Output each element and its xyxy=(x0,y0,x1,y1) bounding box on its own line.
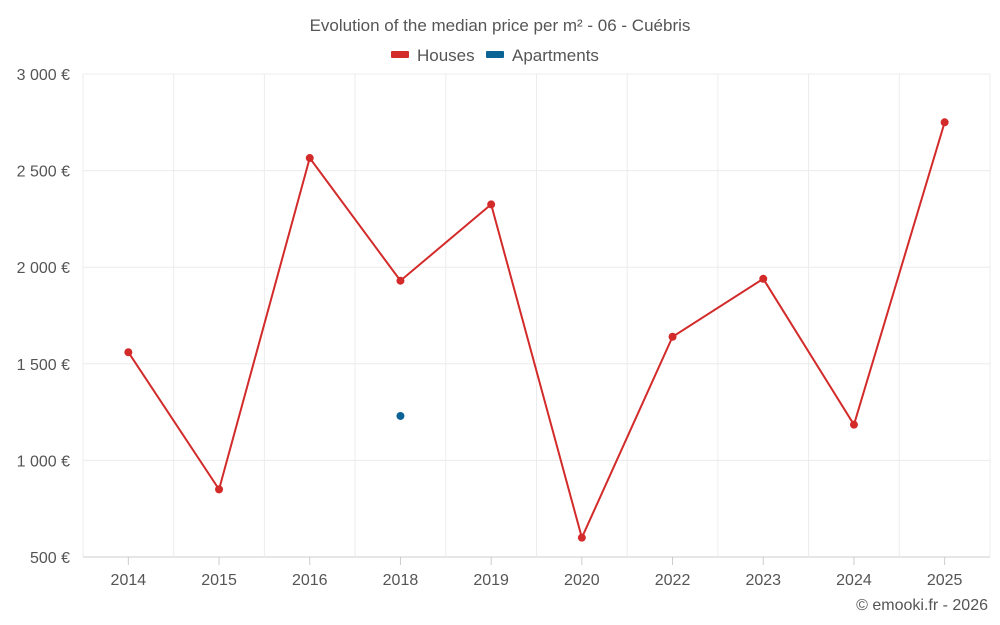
houses-point[interactable] xyxy=(215,485,224,494)
legend-houses-swatch[interactable] xyxy=(391,51,409,58)
x-tick-label: 2022 xyxy=(655,572,691,589)
x-tick-label: 2024 xyxy=(836,572,872,589)
houses-point[interactable] xyxy=(577,533,586,542)
x-tick-label: 2020 xyxy=(564,572,600,589)
legend-apartments-swatch[interactable] xyxy=(486,51,504,58)
apartments-point[interactable] xyxy=(396,411,405,420)
series xyxy=(124,118,949,542)
x-tick-label: 2019 xyxy=(473,572,509,589)
houses-line xyxy=(127,122,946,541)
houses-point[interactable] xyxy=(487,200,496,209)
y-tick-label: 1 000 € xyxy=(17,453,70,470)
chart-title: Evolution of the median price per m² - 0… xyxy=(310,16,691,35)
y-tick-label: 1 500 € xyxy=(17,357,70,374)
y-axis: 500 € 1 000 € 1 500 € 2 000 € 2 500 € 3 000 € xyxy=(17,67,70,567)
legend: Houses Apartments xyxy=(391,46,599,65)
houses-point[interactable] xyxy=(305,154,314,163)
x-tick-label: 2014 xyxy=(111,572,147,589)
legend-houses-label[interactable]: Houses xyxy=(417,46,475,65)
houses-point[interactable] xyxy=(668,332,677,341)
x-tick-label: 2018 xyxy=(383,572,419,589)
grid xyxy=(82,73,991,558)
houses-point[interactable] xyxy=(940,118,949,127)
x-tick-label: 2016 xyxy=(292,572,328,589)
y-tick-label: 2 500 € xyxy=(17,164,70,181)
houses-point[interactable] xyxy=(396,276,405,285)
houses-point[interactable] xyxy=(124,348,133,357)
legend-apartments-label[interactable]: Apartments xyxy=(512,46,599,65)
x-axis: 2014 2015 2016 2018 2019 2020 2022 2023 2024 2025 xyxy=(111,557,963,589)
y-tick-label: 500 € xyxy=(30,550,70,567)
x-tick-label: 2025 xyxy=(927,572,963,589)
houses-point[interactable] xyxy=(849,420,858,429)
y-tick-label: 2 000 € xyxy=(17,260,70,277)
x-tick-label: 2023 xyxy=(745,572,781,589)
houses-point[interactable] xyxy=(759,274,768,283)
credit-text: © emooki.fr - 2026 xyxy=(856,597,988,614)
y-tick-label: 3 000 € xyxy=(17,67,70,84)
x-tick-label: 2015 xyxy=(201,572,237,589)
